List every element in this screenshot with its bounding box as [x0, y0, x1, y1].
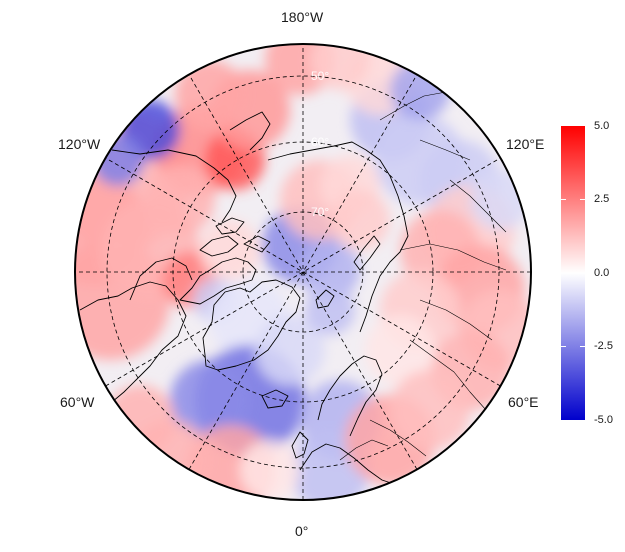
lon-label-upper-left: 120°W [58, 136, 101, 152]
asia-border-4 [449, 179, 507, 233]
west-siberia-coast [359, 195, 409, 333]
colorbar-label-upper: 2.5 [594, 193, 610, 205]
anomaly-field [75, 44, 531, 500]
coastlines [79, 91, 507, 487]
north-america-coast [79, 281, 187, 415]
canada-archipelago-coast [179, 217, 271, 305]
asia-border-3 [409, 339, 487, 411]
latitude-labels: 50° 60° 70° [311, 69, 329, 219]
iceland-coast [261, 389, 289, 409]
field-patch [330, 190, 390, 250]
latitude-label: 60° [311, 135, 329, 149]
meridian-line [105, 157, 501, 387]
field-patch [390, 370, 470, 450]
field-patch [105, 385, 175, 455]
alaska-coast [111, 149, 237, 223]
greenland-coast [202, 279, 301, 371]
hudson-bay-coast [129, 257, 193, 301]
field-patch [255, 315, 325, 385]
colorbar-ticks [561, 199, 585, 347]
colorbar-label-mid: 0.0 [594, 267, 610, 279]
colorbar-label-max: 5.0 [594, 120, 610, 132]
field-patch [300, 240, 360, 300]
lon-label-top: 180°W [281, 9, 324, 25]
svalbard-coast [315, 289, 335, 309]
lon-label-lower-right: 60°E [508, 394, 539, 410]
map-outline [74, 43, 532, 501]
colorbar-label-min: -5.0 [594, 414, 613, 426]
field-patch [365, 315, 435, 385]
graticule [75, 44, 531, 500]
lon-label-bottom: 0° [295, 523, 309, 539]
uk-coast [291, 431, 309, 459]
europe-border-2 [369, 419, 427, 457]
asia-border-1 [399, 243, 507, 271]
field-patch [175, 60, 245, 130]
field-patch [240, 440, 300, 500]
asia-border-2 [419, 299, 493, 341]
pacific-coast-2 [419, 139, 471, 161]
field-patch [470, 170, 530, 230]
bering-coast [229, 111, 271, 151]
europe-border-1 [339, 439, 389, 461]
europe-coast [299, 443, 401, 487]
field-patch [145, 165, 215, 235]
east-siberia-coast [267, 141, 399, 197]
latitude-label: 50° [311, 69, 329, 83]
lon-label-upper-right: 120°E [506, 136, 545, 152]
lon-label-lower-left: 60°W [60, 394, 95, 410]
colorbar-label-lower: -2.5 [594, 340, 613, 352]
novaya-zemlya-coast [353, 235, 381, 271]
latitude-label: 70° [311, 205, 329, 219]
scandinavia-coast [317, 355, 383, 437]
